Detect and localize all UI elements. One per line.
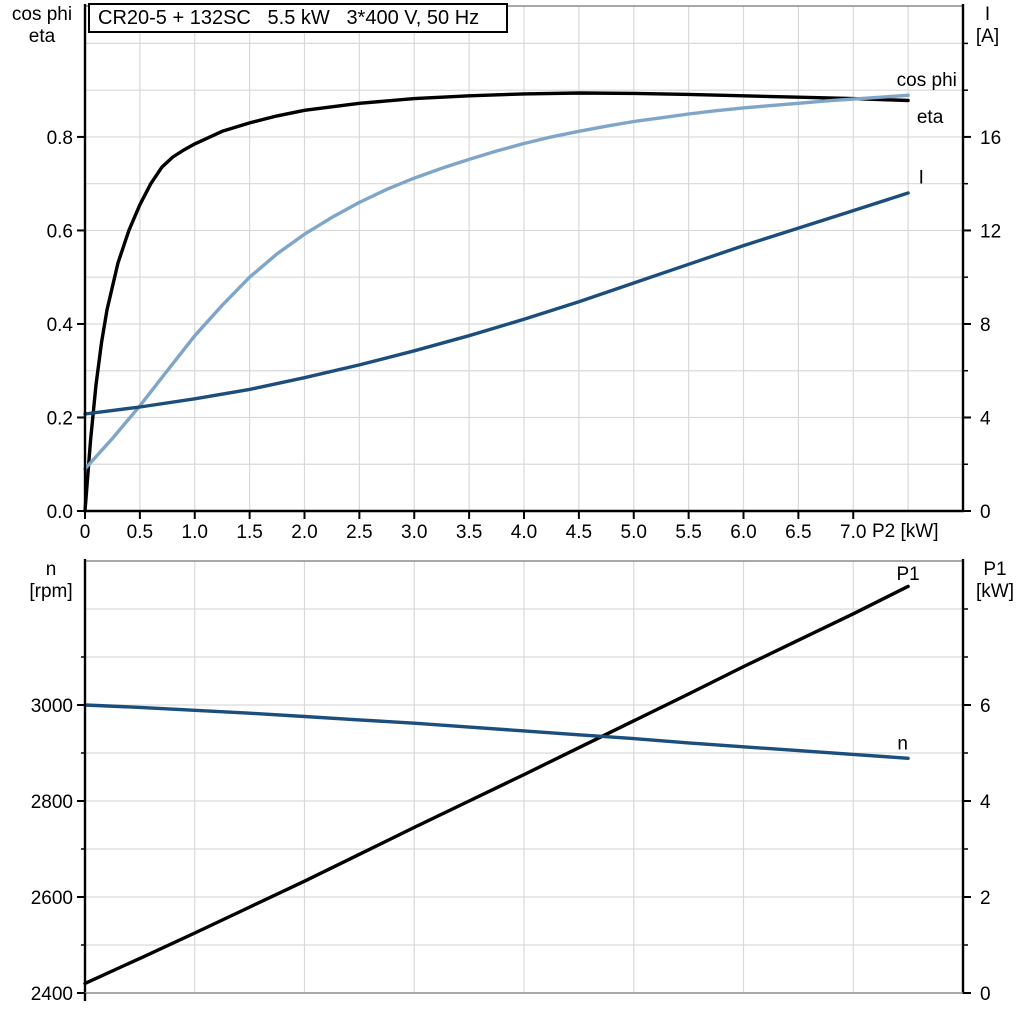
x-tick-label: 6.0 (730, 522, 756, 543)
x-tick-label: 2.5 (346, 522, 372, 543)
left-axis-title-bottom: n [rpm] (14, 559, 88, 603)
right-axis-title-line1: I (984, 4, 991, 25)
right-axis-title-line1: P1 (983, 559, 1007, 580)
right-axis-title-line2: [A] (975, 26, 1000, 47)
curve-label-cos-phi: cos phi (897, 70, 957, 91)
x-tick-label: 1.5 (236, 522, 262, 543)
curve-label-speed-n: n (897, 733, 908, 754)
curve-eta (83, 91, 910, 513)
left-axis-title-line1: cos phi (11, 4, 73, 25)
x-tick-label: 5.0 (621, 522, 647, 543)
right-axis-title-top: I [A] (960, 4, 1015, 48)
curve-label-current-I: I (919, 168, 924, 189)
left-axis-title-line2: [rpm] (29, 581, 73, 602)
left-axis-title-line1: n (45, 559, 57, 580)
y-right-tick-label: 0 (980, 984, 991, 1005)
curve-speed-n (83, 703, 910, 760)
x-tick-label: 1.0 (182, 522, 208, 543)
right-axis-title-line2: [kW] (976, 581, 1014, 602)
y-right-tick-label: 4 (980, 408, 991, 429)
y-right-tick-label: 8 (980, 315, 991, 336)
y-left-tick-label: 0.2 (47, 408, 73, 429)
curve-label-power-P1: P1 (897, 564, 920, 585)
curve-label-eta: eta (917, 107, 944, 128)
x-tick-label: 7.0 (840, 522, 866, 543)
y-left-tick-label: 0.0 (47, 502, 73, 523)
x-tick-label: 0 (80, 522, 91, 543)
chart-title: CR20-5 + 132SC 5.5 kW 3*400 V, 50 Hz (98, 6, 480, 29)
right-axis-title-bottom: P1 [kW] (966, 559, 1024, 603)
x-axis-label: P2 [kW] (872, 521, 939, 542)
motor-efficiency-chart: eta cos phi I 0 0.5 1.0 1.5 2.0 2.5 3.0 3.5 4.0 4.5 5… (47, 4, 1001, 543)
x-tick-label: 0.5 (127, 522, 153, 543)
x-tick-label: 4.0 (511, 522, 537, 543)
x-tick-label: 5.5 (675, 522, 701, 543)
chart-title-box: CR20-5 + 132SC 5.5 kW 3*400 V, 50 Hz (88, 3, 508, 33)
curve-current-I (83, 191, 910, 416)
speed-power-chart: P1 n 2400 2600 2800 3000 0 2 4 6 (31, 559, 991, 1005)
left-axis-title-line2: eta (28, 26, 56, 47)
x-tick-label: 2.0 (291, 522, 317, 543)
y-right-tick-label: 12 (980, 221, 1001, 242)
y-right-tick-label: 2 (980, 888, 991, 909)
y-right-tick-label: 4 (980, 792, 991, 813)
curve-cos-phi (83, 93, 910, 471)
y-left-tick-label: 0.6 (47, 221, 73, 242)
y-right-tick-label: 6 (980, 696, 991, 717)
x-tick-label: 6.5 (785, 522, 811, 543)
y-right-tick-label: 16 (980, 128, 1001, 149)
left-axis-title-top: cos phi eta (5, 4, 79, 48)
y-left-tick-label: 0.8 (47, 128, 73, 149)
y-left-tick-label: 2400 (31, 984, 73, 1005)
y-left-tick-label: 0.4 (47, 315, 74, 336)
x-tick-label: 3.0 (401, 522, 427, 543)
y-right-tick-label: 0 (980, 502, 991, 523)
curve-power-P1 (83, 584, 910, 986)
y-left-tick-label: 3000 (31, 696, 73, 717)
y-left-tick-label: 2800 (31, 792, 73, 813)
x-tick-label: 3.5 (456, 522, 482, 543)
y-left-tick-label: 2600 (31, 888, 73, 909)
x-tick-label: 4.5 (566, 522, 592, 543)
